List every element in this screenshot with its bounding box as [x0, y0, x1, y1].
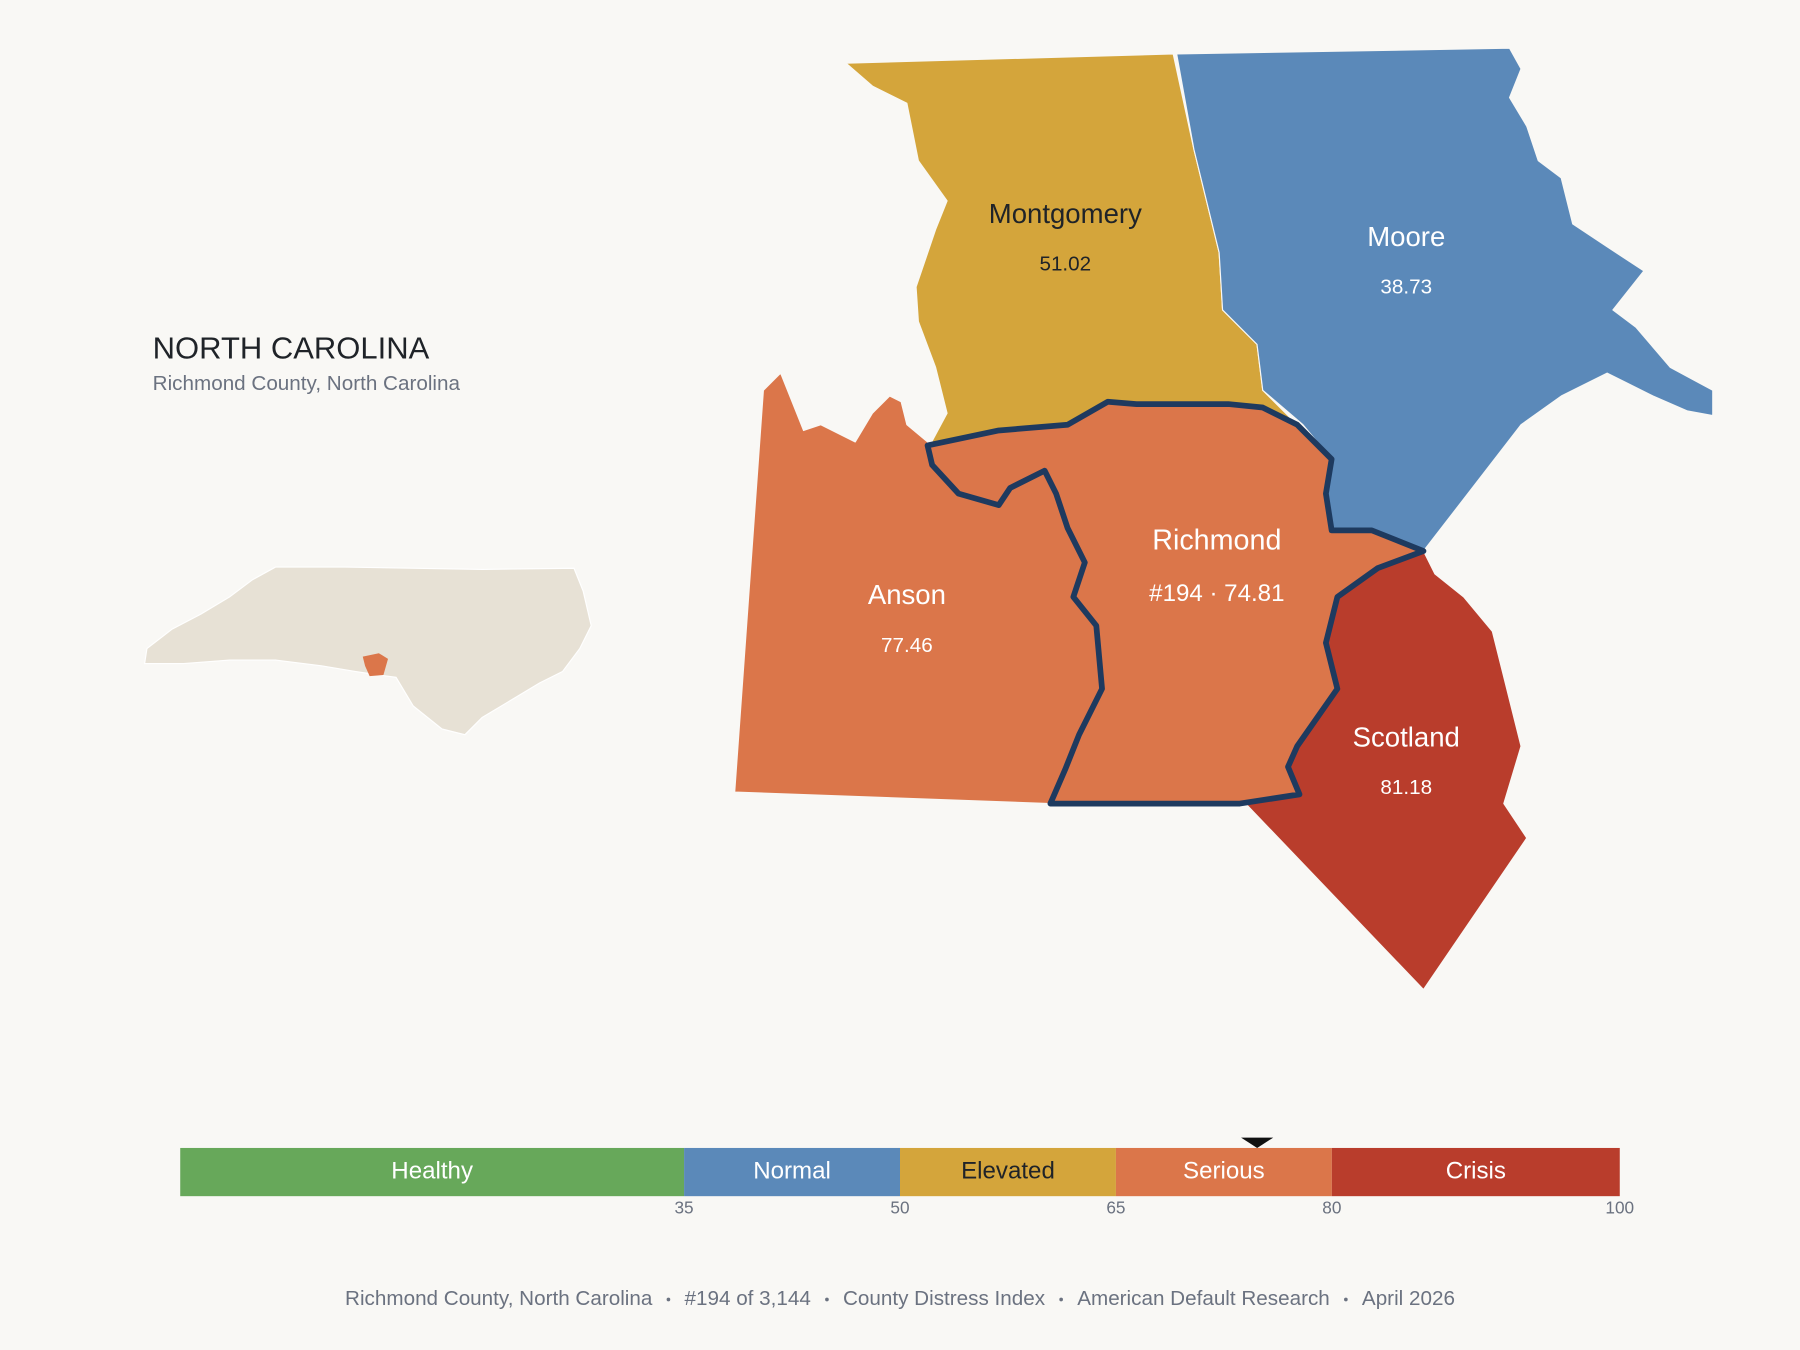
footer-separator [1344, 1297, 1348, 1302]
legend-label: Crisis [1446, 1157, 1506, 1184]
legend-segment [684, 1147, 900, 1197]
footer-item: American Default Research [1077, 1287, 1330, 1310]
legend-label: Elevated [961, 1157, 1055, 1184]
county-value: 38.73 [1380, 276, 1432, 299]
legend-tick: 100 [1605, 1197, 1634, 1217]
footer-item: Richmond County, North Carolina [345, 1287, 653, 1310]
legend-segment [1115, 1147, 1332, 1197]
county-name: Richmond [1152, 524, 1281, 556]
footer-item: County Distress Index [843, 1287, 1046, 1310]
legend-segment [180, 1147, 685, 1197]
county-value: 81.18 [1380, 776, 1432, 799]
county-name: Montgomery [989, 198, 1142, 229]
legend-label: Healthy [391, 1157, 473, 1184]
counties: Montgomery 51.02 Moore 38.73 Anson 77.46 Richm… [734, 47, 1714, 991]
county-shape [924, 398, 1427, 807]
legend: Healthy Normal Elevated Serious Crisis 35 50 65… [180, 1137, 1634, 1217]
state-inset [143, 566, 592, 736]
legend-label: Normal [753, 1157, 831, 1184]
county-name: Anson [868, 579, 946, 610]
county-name: Scotland [1353, 722, 1460, 753]
footer-separator [825, 1297, 829, 1302]
legend-tick: 35 [674, 1197, 693, 1217]
footer-separator [666, 1297, 671, 1302]
state-shape [143, 566, 592, 736]
inset-highlight [362, 653, 389, 677]
county-value: #194 · 74.81 [1149, 580, 1284, 607]
legend-tick: 80 [1322, 1197, 1341, 1217]
county-value: 77.46 [881, 634, 933, 657]
county-shape [1176, 47, 1714, 552]
legend-segment [1331, 1147, 1620, 1197]
state-title: NORTH CAROLINA [153, 330, 430, 365]
value-marker [1241, 1137, 1274, 1148]
footer: Richmond County, North Carolina #194 of 3… [345, 1287, 1455, 1310]
footer-separator [1059, 1297, 1063, 1302]
legend-tick: 65 [1106, 1197, 1125, 1217]
subtitle: Richmond County, North Carolina [153, 372, 461, 395]
legend-label: Serious [1183, 1157, 1265, 1184]
legend-segment [900, 1147, 1116, 1197]
legend-tick: 50 [890, 1197, 909, 1217]
footer-item: #194 of 3,144 [685, 1287, 811, 1310]
county-name: Moore [1367, 221, 1445, 252]
county-value: 51.02 [1039, 253, 1091, 276]
footer-item: April 2026 [1362, 1287, 1455, 1310]
